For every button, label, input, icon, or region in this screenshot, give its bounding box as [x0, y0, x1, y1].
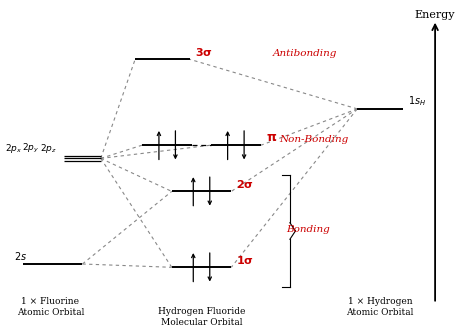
Text: $2s$: $2s$: [14, 250, 27, 262]
Text: $\mathbf{2\sigma}$: $\mathbf{2\sigma}$: [236, 178, 254, 190]
Text: Non-Bonding: Non-Bonding: [279, 135, 349, 144]
Text: Bonding: Bonding: [286, 225, 330, 234]
Text: Hydrogen Fluoride
Molecular Orbital: Hydrogen Fluoride Molecular Orbital: [158, 307, 245, 327]
Text: $\mathbf{1\sigma}$: $\mathbf{1\sigma}$: [236, 254, 254, 266]
Text: $\mathbf{\pi}$: $\mathbf{\pi}$: [266, 131, 277, 144]
Text: Antibonding: Antibonding: [273, 49, 337, 58]
Text: $2p_x$: $2p_x$: [5, 142, 22, 155]
Text: $1s_H$: $1s_H$: [408, 94, 426, 108]
Text: $\mathbf{3\sigma}$: $\mathbf{3\sigma}$: [195, 46, 213, 58]
Text: $2p_z$: $2p_z$: [40, 142, 57, 155]
Text: $2p_y$: $2p_y$: [22, 142, 39, 155]
Text: Energy: Energy: [415, 10, 455, 20]
Text: 1 × Fluorine
Atomic Orbital: 1 × Fluorine Atomic Orbital: [16, 297, 84, 317]
Text: 1 × Hydrogen
Atomic Orbital: 1 × Hydrogen Atomic Orbital: [346, 297, 414, 317]
